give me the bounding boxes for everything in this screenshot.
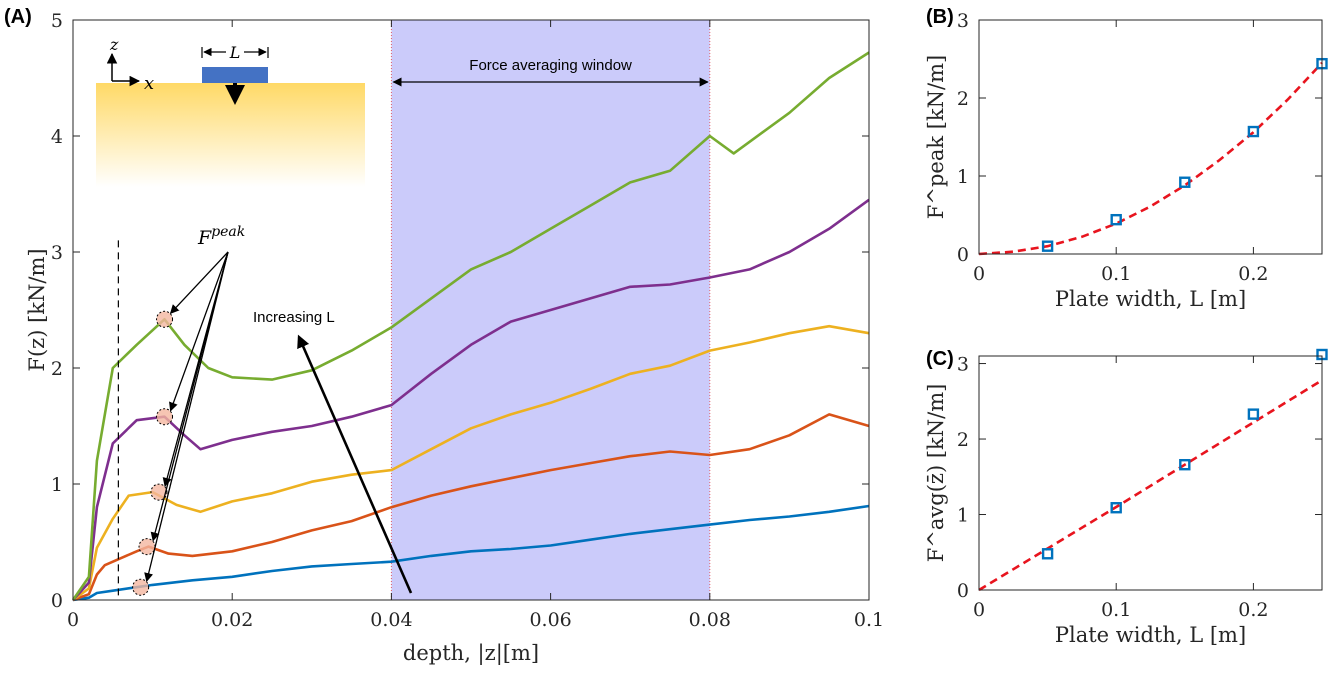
a-xtick-label: 0.04 xyxy=(370,609,412,631)
fpeak-arrow-4 xyxy=(169,251,229,412)
panel-c-xlabel: Plate width, L [m] xyxy=(1055,623,1246,647)
a-xtick-label: 0.06 xyxy=(529,609,571,631)
panel-b-frame xyxy=(978,19,1323,255)
c-ytick-label: 0 xyxy=(957,580,969,602)
a-xtick-label: 0 xyxy=(67,609,79,631)
c-ytick-label: 2 xyxy=(957,429,969,451)
panel-c-frame xyxy=(978,355,1323,591)
panel-c-ticks: 0 0.1 0.2 0 1 2 3 xyxy=(957,354,1322,621)
panel-a-ticks: 0 0.02 0.04 0.06 0.08 0.1 0 1 2 3 4 5 xyxy=(51,10,884,631)
fpeak-arrow-5 xyxy=(169,251,229,314)
series-line-3 xyxy=(72,324,870,602)
x-axis-label: x xyxy=(144,73,154,94)
series-line-5 xyxy=(71,51,870,601)
peak-marker-1 xyxy=(132,578,150,596)
b-xtick-label: 0.2 xyxy=(1238,263,1268,285)
z-axis-label: z xyxy=(109,35,119,54)
increasing-label: Increasing L xyxy=(253,309,335,326)
panel-c-points xyxy=(1041,348,1328,560)
panel-a-xlabel: depth, |z|[m] xyxy=(403,641,539,666)
c-data-point xyxy=(1041,548,1054,560)
c-data-point xyxy=(1247,408,1260,420)
fpeak-main: F xyxy=(197,227,212,249)
increasing-arrow xyxy=(297,334,413,594)
panel-c-fit xyxy=(978,379,1323,592)
plate-rect xyxy=(202,67,268,83)
peak-marker-5 xyxy=(156,310,174,328)
panel-b-ylabel: F^peak [kN/m] xyxy=(924,55,948,219)
peak-marker-4 xyxy=(156,408,174,426)
a-ytick-label: 5 xyxy=(51,10,63,32)
panel-c-chart: 0 0.1 0.2 0 1 2 3 Plate width, L [m] F^avg(z̄)… xyxy=(924,348,1328,647)
b-ytick-label: 2 xyxy=(957,88,969,110)
panel-b-ticks: 0 0.1 0.2 0 1 2 3 xyxy=(957,10,1322,285)
window-label: Force averaging window xyxy=(469,57,632,74)
c-xtick-label: 0.1 xyxy=(1101,599,1131,621)
c-xtick-label: 0 xyxy=(973,599,985,621)
a-xtick-label: 0.08 xyxy=(689,609,731,631)
c-xtick-label: 0.2 xyxy=(1238,599,1268,621)
c-data-point xyxy=(1110,502,1122,514)
b-fit-line xyxy=(978,62,1323,256)
fpeak-label: Fpeak xyxy=(197,224,245,249)
fpeak-arrows xyxy=(144,251,229,583)
c-ytick-label: 3 xyxy=(957,354,969,376)
panel-b-chart: 0 0.1 0.2 0 1 2 3 Plate width, L [m] F^peak [k… xyxy=(924,10,1328,311)
b-data-point xyxy=(1247,125,1260,138)
a-ytick-label: 2 xyxy=(51,358,63,380)
a-ytick-label: 3 xyxy=(51,242,63,264)
panel-label-c: (C) xyxy=(926,348,954,370)
peak-marker-2 xyxy=(138,538,156,556)
panel-c-ylabel: F^avg(z̄) [kN/m] xyxy=(924,384,948,563)
fpeak-superscript: peak xyxy=(211,224,245,240)
series-line-2 xyxy=(72,413,870,602)
b-ytick-label: 3 xyxy=(957,10,969,32)
L-label: L xyxy=(229,43,241,62)
series-line-4 xyxy=(72,198,870,601)
fpeak-arrow-1 xyxy=(144,251,229,583)
a-ytick-label: 0 xyxy=(51,590,63,612)
a-xtick-label: 0.02 xyxy=(211,609,253,631)
ground-block xyxy=(96,83,365,187)
a-ytick-label: 1 xyxy=(51,474,63,496)
fpeak-arrow-3 xyxy=(162,251,229,487)
plate-schematic-inset: z x L xyxy=(96,35,365,187)
b-data-point xyxy=(1041,240,1054,252)
panel-a-frame xyxy=(72,19,870,601)
b-data-point xyxy=(1179,176,1191,188)
panel-a-ylabel: F(z) [kN/m] xyxy=(25,248,49,371)
panel-b-xlabel: Plate width, L [m] xyxy=(1055,287,1246,311)
a-xtick-label: 0.1 xyxy=(854,609,884,631)
c-fit-line xyxy=(978,379,1323,592)
panel-label-b: (B) xyxy=(926,6,954,28)
a-ytick-label: 4 xyxy=(51,126,63,148)
peak-markers xyxy=(132,310,174,596)
b-xtick-label: 0 xyxy=(973,263,985,285)
panel-b-fit xyxy=(978,62,1323,256)
b-xtick-label: 0.1 xyxy=(1101,263,1131,285)
b-data-point xyxy=(1110,213,1122,226)
b-ytick-label: 1 xyxy=(957,166,969,188)
panel-b-points xyxy=(1041,57,1328,252)
panel-label-a: (A) xyxy=(4,6,32,28)
peak-marker-3 xyxy=(150,483,168,501)
c-data-point xyxy=(1179,458,1191,471)
c-ytick-label: 1 xyxy=(957,505,969,527)
panel-a-chart: 0 0.02 0.04 0.06 0.08 0.1 0 1 2 3 4 5 depth, |z|[m]… xyxy=(25,10,884,666)
b-ytick-label: 0 xyxy=(957,244,969,266)
